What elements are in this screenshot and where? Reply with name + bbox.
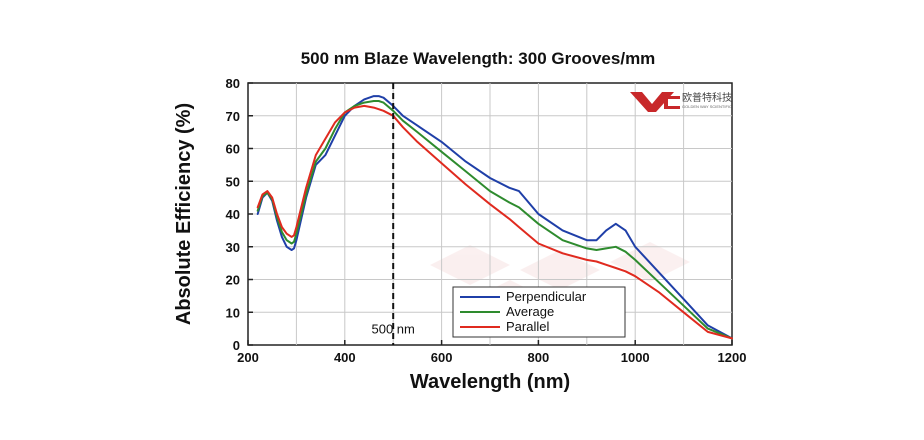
y-tick-label: 20 bbox=[226, 273, 240, 288]
company-logo: 欧普特科技 GOLDEN WAY SCIENTIFIC bbox=[630, 91, 732, 112]
y-tick-label: 50 bbox=[226, 174, 240, 189]
x-tick-label: 600 bbox=[431, 350, 453, 365]
x-tick-label: 200 bbox=[237, 350, 259, 365]
legend-label-parallel: Parallel bbox=[506, 319, 549, 334]
legend-label-average: Average bbox=[506, 304, 554, 319]
y-tick-label: 30 bbox=[226, 240, 240, 255]
x-tick-label: 1000 bbox=[621, 350, 650, 365]
y-tick-label: 40 bbox=[226, 207, 240, 222]
legend: Perpendicular Average Parallel bbox=[452, 286, 626, 338]
y-tick-label: 70 bbox=[226, 109, 240, 124]
logo-name-en: GOLDEN WAY SCIENTIFIC bbox=[682, 104, 732, 109]
series-line-parallel bbox=[256, 104, 733, 340]
y-tick-label: 0 bbox=[233, 338, 240, 353]
logo-name-cn: 欧普特科技 bbox=[682, 91, 732, 104]
x-tick-label: 400 bbox=[334, 350, 356, 365]
logo-mark-icon bbox=[630, 92, 680, 112]
y-tick-label: 80 bbox=[226, 76, 240, 91]
series-line-average bbox=[256, 100, 733, 340]
series-lines bbox=[256, 95, 733, 340]
axis-ticks: 200 400 600 800 1000 1200 0 10 20 30 40 50 60 70 80 bbox=[226, 76, 747, 365]
y-tick-label: 60 bbox=[226, 142, 240, 157]
chart-title: 500 nm Blaze Wavelength: 300 Grooves/mm bbox=[301, 49, 656, 68]
legend-label-perpendicular: Perpendicular bbox=[506, 289, 587, 304]
x-tick-label: 800 bbox=[528, 350, 550, 365]
blaze-wavelength-label: 500 nm bbox=[372, 322, 415, 337]
series-line-perpendicular bbox=[256, 95, 733, 340]
y-axis-title: Absolute Efficiency (%) bbox=[173, 103, 195, 325]
x-tick-label: 1200 bbox=[718, 350, 747, 365]
y-tick-label: 10 bbox=[226, 305, 240, 320]
x-axis-title: Wavelength (nm) bbox=[410, 371, 570, 393]
